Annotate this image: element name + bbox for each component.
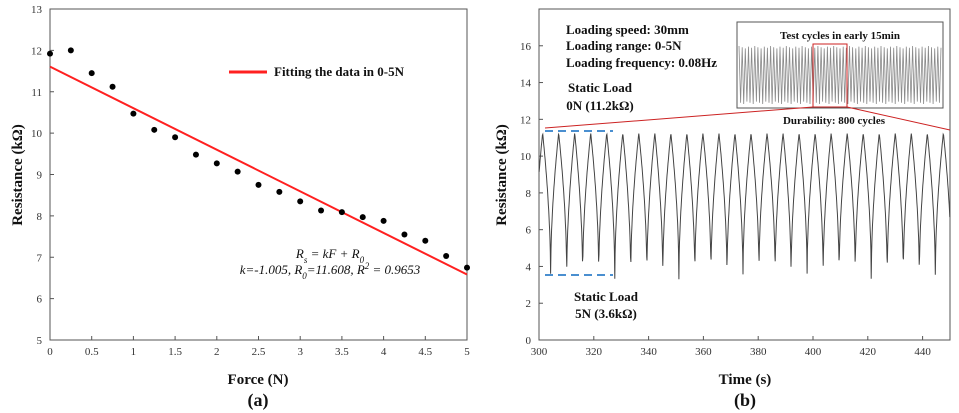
y-tick-label: 4 bbox=[526, 261, 532, 273]
y-tick-label: 13 bbox=[31, 4, 43, 16]
data-point bbox=[464, 264, 470, 271]
x-tick-label: 3.5 bbox=[335, 346, 349, 358]
callout-line-left bbox=[544, 106, 814, 129]
panel-a: 0 0.5 1 1.5 2 2.5 3 3.5 4 4.5 5 5 6 7 8 9 10 11 12 13 Fitti… bbox=[10, 4, 470, 411]
panel-a-ticks: 0 0.5 1 1.5 2 2.5 3 3.5 4 4.5 5 5 6 7 8 9 10 11 12 13 bbox=[31, 4, 470, 358]
y-tick-label: 8 bbox=[526, 188, 532, 200]
x-tick-label: 5 bbox=[464, 346, 470, 358]
data-point bbox=[172, 134, 179, 141]
data-point bbox=[192, 151, 199, 158]
data-point bbox=[130, 110, 137, 117]
data-point bbox=[401, 231, 408, 238]
y-tick-label: 7 bbox=[37, 252, 43, 264]
panel-a-points bbox=[47, 47, 470, 271]
x-tick-label: 440 bbox=[914, 346, 931, 358]
x-tick-label: 1.5 bbox=[168, 346, 182, 358]
durability-text: Durability: 800 cycles bbox=[783, 115, 886, 127]
x-tick-label: 340 bbox=[640, 346, 657, 358]
inset-title: Test cycles in early 15min bbox=[780, 30, 900, 42]
equation-line1: Rs = kF + R0 bbox=[295, 246, 365, 265]
x-tick-label: 400 bbox=[805, 346, 822, 358]
x-tick-label: 380 bbox=[750, 346, 767, 358]
data-point bbox=[338, 209, 345, 216]
x-tick-label: 300 bbox=[531, 346, 548, 358]
y-tick-label: 14 bbox=[520, 78, 532, 90]
x-tick-label: 0 bbox=[47, 346, 53, 358]
inset-zoom-region bbox=[812, 43, 848, 108]
data-point bbox=[359, 214, 366, 221]
panel-a-y-label: Resistance (kΩ) bbox=[10, 124, 26, 226]
x-tick-label: 2 bbox=[214, 346, 220, 358]
data-point bbox=[88, 70, 95, 77]
x-tick-label: 1 bbox=[131, 346, 137, 358]
y-tick-label: 12 bbox=[520, 114, 531, 126]
panel-b-subfigure-label: (b) bbox=[734, 390, 756, 411]
y-tick-label: 6 bbox=[37, 294, 43, 306]
x-tick-label: 320 bbox=[586, 346, 603, 358]
y-tick-label: 10 bbox=[520, 151, 532, 163]
y-tick-label: 5 bbox=[37, 335, 43, 347]
y-tick-label: 9 bbox=[37, 170, 43, 182]
data-point bbox=[318, 207, 325, 214]
data-point bbox=[234, 168, 241, 175]
resistance-signal-line bbox=[538, 132, 951, 280]
panel-a-plot-area bbox=[49, 8, 468, 341]
loading-speed-text: Loading speed: 30mm bbox=[566, 22, 689, 37]
static-top-line2: 0N (11.2kΩ) bbox=[566, 98, 633, 113]
data-point bbox=[380, 217, 387, 224]
data-point bbox=[443, 253, 450, 260]
x-tick-label: 4 bbox=[381, 346, 387, 358]
y-tick-label: 6 bbox=[526, 225, 532, 237]
y-tick-label: 16 bbox=[520, 41, 532, 53]
data-point bbox=[213, 160, 220, 167]
legend-label: Fitting the data in 0-5N bbox=[274, 64, 405, 79]
y-tick-label: 11 bbox=[31, 87, 42, 99]
panel-a-x-label: Force (N) bbox=[228, 372, 289, 388]
panel-b-y-label: Resistance (kΩ) bbox=[494, 124, 510, 226]
y-tick-label: 10 bbox=[31, 128, 43, 140]
x-tick-label: 420 bbox=[860, 346, 877, 358]
loading-range-text: Loading range: 0-5N bbox=[566, 38, 682, 53]
data-point bbox=[151, 126, 158, 133]
static-top-line1: Static Load bbox=[568, 80, 633, 95]
panel-b-ticks: 300 320 340 360 380 400 420 440 0 2 4 6 8 10 12 14 16 bbox=[520, 41, 931, 358]
x-tick-label: 4.5 bbox=[418, 346, 432, 358]
panel-b-x-label: Time (s) bbox=[719, 372, 772, 388]
data-point bbox=[255, 181, 262, 188]
y-tick-label: 8 bbox=[37, 211, 43, 223]
x-tick-label: 360 bbox=[695, 346, 712, 358]
fit-line bbox=[49, 65, 468, 276]
data-point bbox=[276, 188, 283, 195]
loading-frequency-text: Loading frequency: 0.08Hz bbox=[566, 55, 717, 70]
data-point bbox=[109, 83, 116, 90]
panel-b: 300 320 340 360 380 400 420 440 0 2 4 6 8 10 12 14 16 Te… bbox=[494, 8, 951, 411]
data-point bbox=[47, 50, 53, 57]
equation-line2: k=-1.005, R0=11.608, R2 = 0.9653 bbox=[240, 261, 421, 281]
x-tick-label: 0.5 bbox=[85, 346, 99, 358]
y-tick-label: 2 bbox=[526, 298, 532, 310]
data-point bbox=[422, 237, 429, 244]
y-tick-label: 12 bbox=[31, 45, 42, 57]
callout-line-right bbox=[846, 106, 951, 131]
x-tick-label: 2.5 bbox=[252, 346, 266, 358]
inset-signal-line bbox=[738, 45, 942, 105]
data-point bbox=[297, 198, 304, 205]
x-tick-label: 3 bbox=[297, 346, 303, 358]
y-tick-label: 0 bbox=[526, 335, 532, 347]
static-bottom-line1: Static Load bbox=[574, 289, 639, 304]
panel-a-subfigure-label: (a) bbox=[248, 390, 269, 411]
data-point bbox=[67, 47, 74, 54]
static-bottom-line2: 5N (3.6kΩ) bbox=[575, 306, 637, 321]
